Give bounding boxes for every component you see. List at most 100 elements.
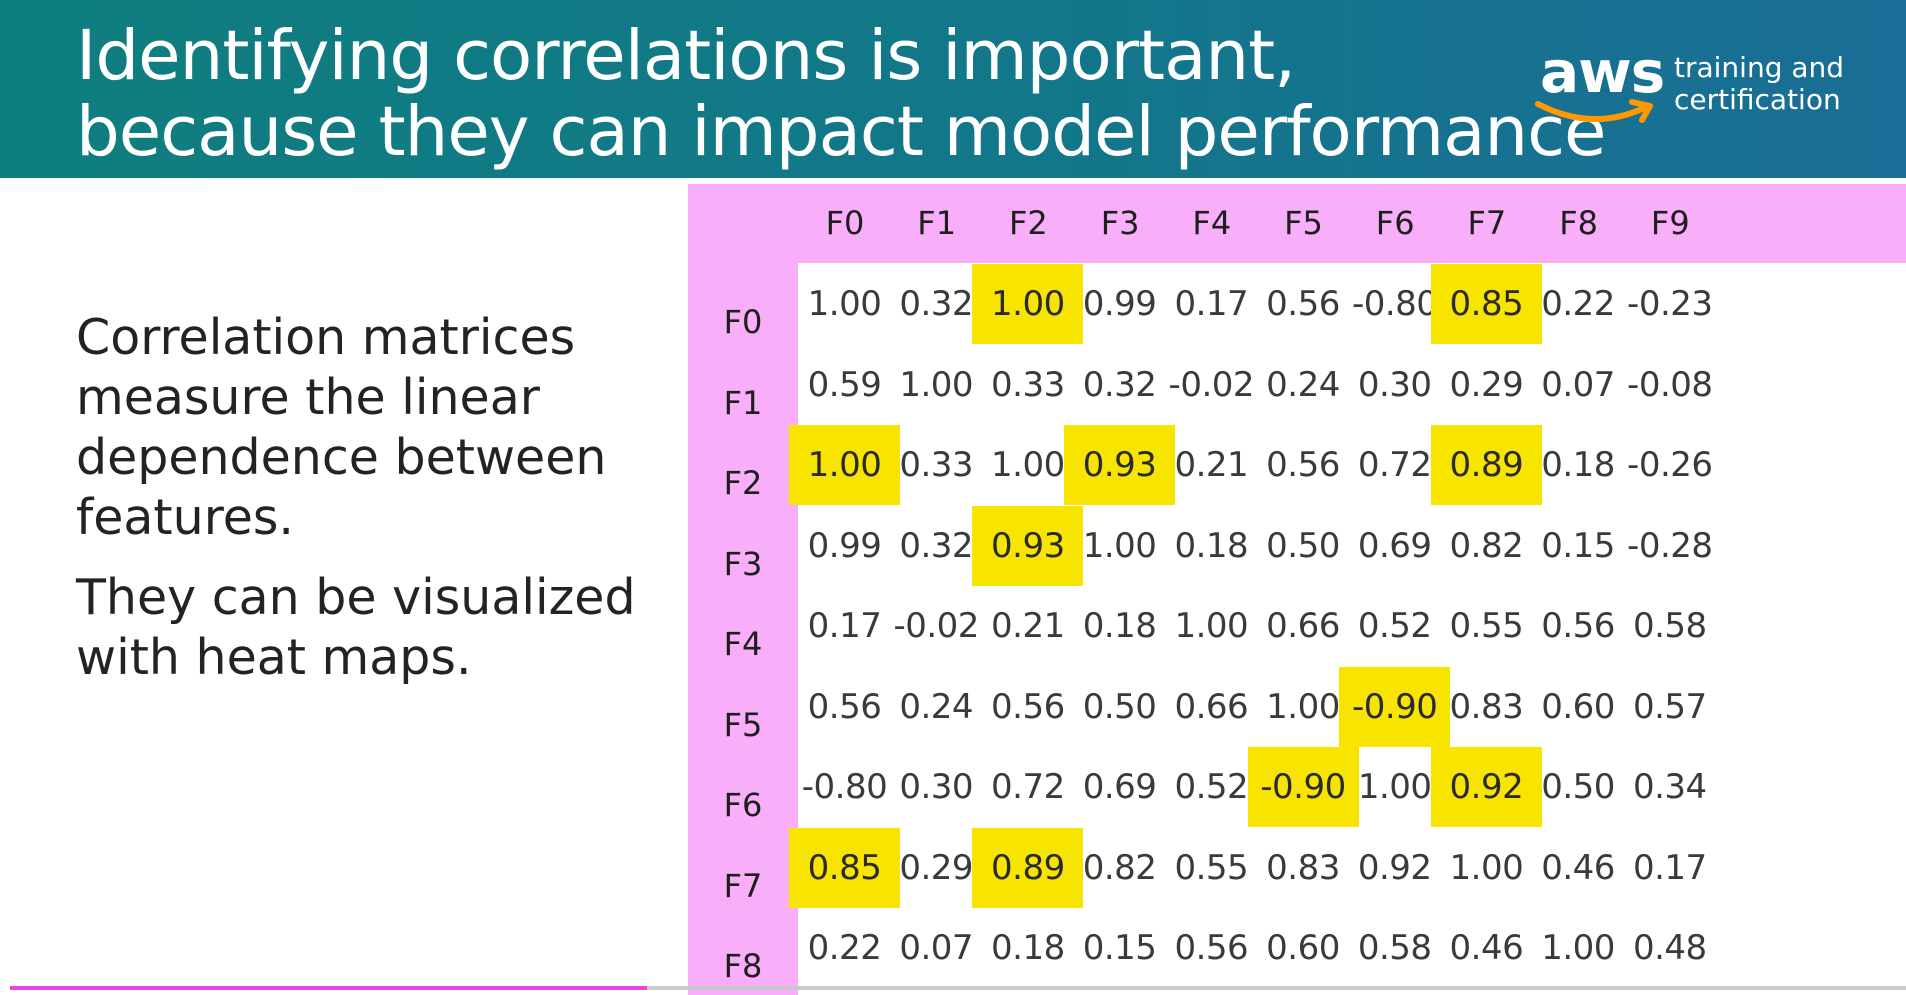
matrix-cell: -0.80: [801, 767, 888, 807]
matrix-cell: 0.56: [807, 686, 882, 727]
highlighted-matrix-cell: 0.89: [972, 827, 1084, 908]
slide-title-line: because they can impact model performanc…: [76, 92, 1607, 172]
matrix-cell: 0.18: [1541, 445, 1615, 485]
highlighted-matrix-cell: -0.90: [1339, 666, 1451, 747]
matrix-cell: -0.02: [1168, 364, 1255, 405]
matrix-cell: 0.59: [807, 364, 882, 405]
matrix-cell: 0.46: [1541, 847, 1615, 888]
matrix-cell: 1.00: [899, 364, 974, 405]
title-banner: Identifying correlations is important, b…: [0, 0, 1906, 178]
matrix-cell: 0.15: [1541, 525, 1615, 566]
matrix-cell: 0.83: [1266, 847, 1340, 888]
matrix-cell: -0.08: [1627, 364, 1713, 405]
matrix-cell: 0.15: [1082, 928, 1157, 968]
matrix-cell: 0.18: [1082, 606, 1157, 646]
column-header-band: [688, 184, 1906, 263]
matrix-cell: 0.48: [1632, 928, 1707, 968]
matrix-cell: 0.82: [1082, 847, 1157, 888]
matrix-cell: 0.50: [1541, 767, 1615, 807]
matrix-cell: 0.17: [1632, 847, 1707, 888]
column-header-f6: F6: [1375, 204, 1415, 242]
matrix-cell: 0.55: [1174, 847, 1249, 888]
column-header-f4: F4: [1192, 204, 1232, 242]
matrix-cell: 0.21: [1174, 445, 1249, 485]
matrix-cell: 0.50: [1082, 686, 1157, 727]
column-header-f5: F5: [1284, 204, 1323, 242]
matrix-cell: 0.56: [1541, 606, 1615, 646]
matrix-cell: 0.22: [807, 928, 882, 968]
matrix-cell: 0.33: [899, 445, 974, 485]
matrix-cell: 0.29: [899, 847, 974, 888]
matrix-cell: 0.46: [1449, 928, 1524, 968]
matrix-cell: 0.22: [1541, 284, 1615, 324]
matrix-cell: 0.66: [1266, 606, 1340, 646]
column-header-f0: F0: [825, 204, 865, 242]
matrix-cell: 0.60: [1266, 928, 1340, 968]
highlighted-matrix-cell: 1.00: [789, 425, 900, 505]
column-header-f7: F7: [1467, 204, 1507, 242]
highlighted-matrix-cell: 1.00: [972, 264, 1084, 344]
logo-subtitle-line: training and: [1674, 51, 1845, 84]
video-progress-bar[interactable]: [10, 986, 1906, 990]
highlighted-matrix-cell: 0.92: [1430, 747, 1542, 827]
matrix-cell: 0.66: [1174, 686, 1249, 727]
logo-subtitle-line: certification: [1674, 83, 1841, 116]
matrix-cell: 0.52: [1174, 767, 1249, 807]
body-paragraph: Correlation matrices measure the linear …: [76, 309, 607, 546]
row-header-f8: F8: [723, 947, 763, 985]
matrix-cell: 0.72: [1357, 445, 1432, 485]
matrix-cell: 0.60: [1541, 686, 1615, 727]
matrix-cell: 0.69: [1082, 767, 1157, 807]
row-header-f2: F2: [723, 464, 763, 502]
slide-title: Identifying correlations is important, b…: [76, 16, 1607, 172]
matrix-cell: 0.72: [991, 767, 1065, 807]
matrix-cell: 1.00: [807, 284, 882, 324]
matrix-cell: -0.26: [1627, 445, 1713, 485]
matrix-cell: 1.00: [991, 445, 1065, 485]
highlighted-matrix-cell: 0.89: [1430, 425, 1542, 505]
row-header-band: [688, 184, 798, 995]
matrix-cell: 0.17: [807, 606, 882, 646]
matrix-cell: 0.56: [991, 686, 1065, 727]
body-paragraph: They can be visualized with heat maps.: [76, 569, 636, 686]
matrix-cell: 0.99: [1082, 284, 1157, 324]
aws-training-logo: aws training and certification: [1532, 38, 1852, 134]
matrix-cell: -0.02: [893, 606, 979, 646]
column-header-f9: F9: [1650, 204, 1690, 242]
highlighted-matrix-cell: 0.93: [1064, 425, 1176, 505]
row-header-f4: F4: [723, 625, 763, 663]
highlighted-matrix-cell: 0.85: [1430, 264, 1542, 344]
highlighted-matrix-cell: 0.85: [789, 827, 900, 908]
row-header-f0: F0: [723, 303, 763, 341]
matrix-cell: -0.80: [1351, 284, 1438, 324]
matrix-cell: 0.32: [1082, 364, 1157, 405]
matrix-cell: 0.07: [899, 928, 974, 968]
matrix-cell: 0.56: [1174, 928, 1249, 968]
matrix-cell: 0.69: [1357, 525, 1432, 566]
matrix-cell: 1.00: [1541, 928, 1615, 968]
matrix-cell: 0.82: [1449, 525, 1524, 566]
column-header-f8: F8: [1559, 204, 1598, 242]
matrix-cell: 0.24: [1266, 364, 1340, 405]
matrix-cell: 0.33: [991, 364, 1065, 405]
slide-title-line: Identifying correlations is important,: [76, 16, 1296, 96]
matrix-cell: 1.00: [1357, 767, 1432, 807]
column-header-f3: F3: [1100, 204, 1140, 242]
matrix-cell: 1.00: [1082, 525, 1157, 566]
matrix-cell: 0.99: [807, 525, 882, 566]
matrix-cell: 0.32: [899, 525, 974, 566]
aws-logo-wordmark: aws: [1540, 38, 1665, 106]
slide-body: Correlation matrices measure the linear …: [76, 308, 676, 708]
matrix-cell: 0.21: [991, 606, 1065, 646]
matrix-cell: 0.83: [1449, 686, 1524, 727]
matrix-cell: 0.55: [1449, 606, 1524, 646]
matrix-cell: 0.30: [1357, 364, 1432, 405]
matrix-cell: 0.50: [1266, 525, 1340, 566]
logo-subtitle: training and certification: [1674, 52, 1844, 116]
correlation-matrix: F0 F1 F2 F3 F4 F5 F6 F7 F8 F9 F0 1.00 0.32 1.00 0.99 0.…: [688, 184, 1906, 995]
column-header-f2: F2: [1009, 204, 1048, 242]
matrix-cell: 0.17: [1174, 284, 1249, 324]
matrix-cell: 0.57: [1632, 686, 1707, 727]
matrix-cell: 0.92: [1357, 847, 1432, 888]
